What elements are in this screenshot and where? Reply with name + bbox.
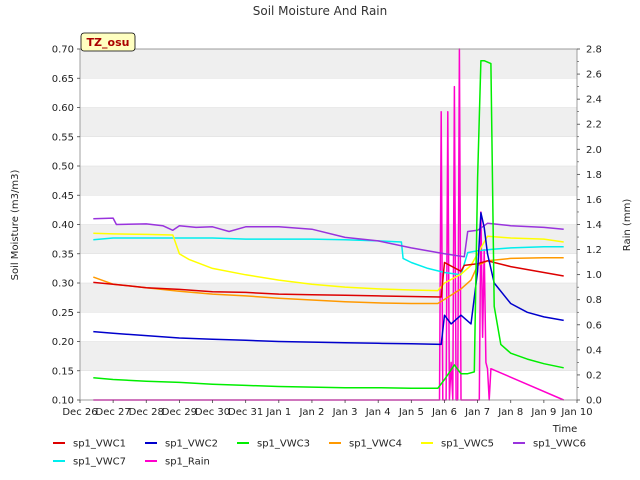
y-tick-label: 0.70 bbox=[52, 45, 74, 56]
x-tick-label: Jan 7 bbox=[464, 407, 490, 418]
x-axis-title: Time bbox=[552, 424, 577, 435]
y2-tick-label: 2.4 bbox=[586, 95, 602, 106]
x-tick-label: Jan 5 bbox=[398, 407, 424, 418]
legend-label: sp1_VWC4 bbox=[349, 439, 402, 450]
grid-band bbox=[80, 49, 577, 79]
x-tick-label: Jan 8 bbox=[497, 407, 523, 418]
legend-label: sp1_VWC2 bbox=[165, 439, 218, 450]
legend-label: sp1_VWC6 bbox=[533, 439, 586, 450]
y-tick-label: 0.55 bbox=[52, 132, 74, 143]
y-tick-label: 0.15 bbox=[52, 366, 74, 377]
x-tick-label: Jan 1 bbox=[265, 407, 291, 418]
grid-band bbox=[80, 78, 577, 108]
station-badge: TZ_osu bbox=[80, 32, 136, 52]
series-line-sp1_VWC1 bbox=[93, 260, 564, 298]
x-tick-label: Dec 30 bbox=[195, 407, 230, 418]
legend-label: sp1_VWC7 bbox=[73, 457, 126, 468]
x-tick-label: Jan 9 bbox=[530, 407, 556, 418]
x-tick-label: Jan 2 bbox=[298, 407, 324, 418]
grid-band bbox=[80, 166, 577, 196]
y-tick-label: 0.10 bbox=[52, 396, 74, 407]
y2-tick-label: 0.0 bbox=[586, 396, 602, 407]
grid-band bbox=[80, 253, 577, 283]
y2-tick-label: 2.6 bbox=[586, 70, 602, 81]
x-tick-label: Dec 26 bbox=[62, 407, 97, 418]
station-badge-box bbox=[80, 32, 136, 52]
legend-label: sp1_VWC1 bbox=[73, 439, 126, 450]
x-tick-label: Jan 3 bbox=[332, 407, 358, 418]
y-tick-label: 0.30 bbox=[52, 279, 74, 290]
y2-tick-label: 2.0 bbox=[586, 145, 602, 156]
grid-band bbox=[80, 341, 577, 371]
y2-tick-label: 0.6 bbox=[586, 320, 602, 331]
y-axis-title: Soil Moisture (m3/m3) bbox=[10, 170, 21, 281]
y-tick-label: 0.60 bbox=[52, 103, 74, 114]
grid-band bbox=[80, 312, 577, 342]
legend-label: sp1_VWC3 bbox=[257, 439, 310, 450]
y2-tick-label: 0.2 bbox=[586, 370, 602, 381]
x-tick-label: Dec 27 bbox=[96, 407, 131, 418]
y2-tick-label: 2.8 bbox=[586, 45, 602, 56]
y2-tick-label: 0.4 bbox=[586, 345, 602, 356]
y2-tick-label: 1.4 bbox=[586, 220, 602, 231]
y-tick-label: 0.20 bbox=[52, 337, 74, 348]
x-tick-label: Jan 6 bbox=[431, 407, 457, 418]
y2-tick-label: 1.8 bbox=[586, 170, 602, 181]
grid-band bbox=[80, 370, 577, 400]
legend-label: sp1_Rain bbox=[165, 457, 210, 468]
legend-label: sp1_VWC5 bbox=[441, 439, 494, 450]
grid-band bbox=[80, 195, 577, 225]
x-tick-label: Jan 10 bbox=[560, 407, 592, 418]
x-tick-label: Dec 28 bbox=[129, 407, 164, 418]
x-tick-label: Dec 29 bbox=[162, 407, 197, 418]
y2-tick-label: 1.0 bbox=[586, 270, 602, 281]
y2-tick-label: 0.8 bbox=[586, 295, 602, 306]
station-badge-text: TZ_osu bbox=[87, 36, 130, 49]
legend: sp1_VWC1 sp1_VWC2 sp1_VWC3 sp1_VWC4 sp1_VWC5… bbox=[53, 439, 586, 468]
x-tick-label: Dec 31 bbox=[228, 407, 263, 418]
grid-band bbox=[80, 136, 577, 166]
x-tick-label: Jan 4 bbox=[365, 407, 391, 418]
series-line-sp1_VWC5 bbox=[93, 232, 564, 292]
y-tick-label: 0.50 bbox=[52, 162, 74, 173]
y-tick-label: 0.45 bbox=[52, 191, 74, 202]
series-line-sp1_VWC7 bbox=[93, 237, 564, 276]
y2-tick-label: 1.6 bbox=[586, 195, 602, 206]
y2-axis-title: Rain (mm) bbox=[622, 199, 633, 252]
y-tick-label: 0.35 bbox=[52, 249, 74, 260]
right-axis: 0.0 0.2 0.4 0.6 0.8 1.0 1.2 1.4 1.6 1.8 2.0 2.2 2.4 2… bbox=[577, 45, 602, 407]
left-axis: 0.10 0.15 0.20 0.25 0.30 0.35 0.40 0.45 0.50 0.55… bbox=[52, 45, 80, 407]
y-tick-label: 0.25 bbox=[52, 308, 74, 319]
y-tick-label: 0.65 bbox=[52, 74, 74, 85]
grid-band bbox=[80, 107, 577, 137]
y2-tick-label: 1.2 bbox=[586, 245, 602, 256]
series-line-sp1_VWC3 bbox=[93, 59, 564, 390]
y2-tick-label: 2.2 bbox=[586, 120, 602, 131]
chart-title: Soil Moisture And Rain bbox=[253, 4, 388, 18]
y-tick-label: 0.40 bbox=[52, 220, 74, 231]
